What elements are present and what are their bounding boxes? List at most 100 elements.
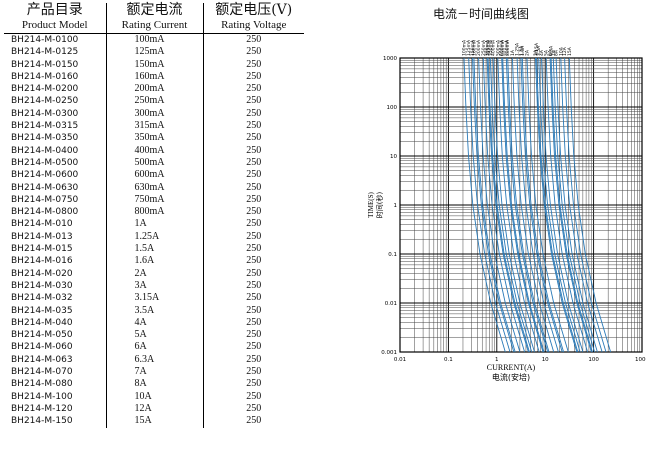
series-label: 125mA [466, 39, 472, 56]
table-row: BH214-M-0200 200mA 250 [4, 83, 304, 96]
table-row: BH214-M-0125 125mA 250 [4, 46, 304, 59]
rating-current-cell: 750mA [105, 193, 203, 207]
table-row: BH214-M-040 4A 250 [4, 316, 304, 330]
product-model-cell: BH214-M-030 [11, 280, 73, 291]
series-label: 5A [544, 49, 550, 56]
series-label: 315mA [486, 39, 492, 56]
product-model-cell: BH214-M-015 [11, 244, 73, 255]
y-tick-label: 0.001 [381, 350, 397, 356]
series-label: 10A [558, 46, 564, 56]
rating-voltage-cell: 250 [202, 329, 304, 342]
rating-voltage-cell: 250 [202, 33, 304, 47]
fuse-curve [486, 57, 529, 353]
rating-voltage-cell: 250 [202, 366, 304, 379]
x-tick-label: 10 [542, 357, 549, 363]
rating-current-cell: 200mA [105, 83, 203, 96]
series-label: 8A [554, 49, 560, 56]
product-model-cell: BH214-M-035 [11, 305, 73, 316]
product-model-cell: BH214-M-0100 [11, 35, 79, 45]
rating-voltage-cell: 250 [202, 279, 304, 293]
fuse-curve [521, 57, 565, 353]
rating-current-cell: 100mA [105, 33, 203, 47]
fuse-curve [507, 57, 550, 353]
fuse-curve [468, 57, 511, 353]
y-tick-label: 1 [394, 203, 398, 209]
fuse-curve [568, 57, 612, 353]
rating-voltage-cell: 250 [202, 46, 304, 59]
table-row: BH214-M-0500 500mA 250 [4, 156, 304, 170]
rating-voltage-cell: 250 [202, 353, 304, 367]
x-tick-label: 100 [588, 357, 599, 363]
rating-current-cell: 3.5A [105, 304, 203, 317]
rating-voltage-cell: 250 [202, 120, 304, 133]
rating-current-cell: 1.5A [105, 243, 203, 256]
fuse-curve [473, 57, 516, 353]
table-row: BH214-M-0400 400mA 250 [4, 144, 304, 157]
rating-voltage-cell: 250 [202, 181, 304, 194]
product-model-cell: BH214-M-050 [11, 330, 73, 341]
fuse-curve [555, 57, 598, 353]
product-model-cell: BH214-M-0800 [11, 207, 79, 218]
series-label: 12A [562, 46, 568, 56]
y-tick-label: 10 [390, 154, 397, 160]
table-row: BH214-M-0315 315mA 250 [4, 120, 304, 133]
x-axis-label-zh: 电流(安培) [492, 372, 530, 382]
table-row: BH214-M-035 3.5A 250 [4, 304, 304, 317]
table-row: BH214-M-0800 800mA 250 [4, 206, 304, 219]
table-row: BH214-M-0100 100mA 250 [4, 33, 304, 47]
table-row: BH214-M-0300 300mA 250 [4, 107, 304, 121]
header-product-model: 产品目录 Product Model [4, 3, 106, 34]
fuse-curve [560, 57, 603, 353]
table-row: BH214-M-0630 630mA 250 [4, 181, 304, 194]
series-label: 800mA [505, 39, 511, 56]
rating-current-cell: 250mA [105, 95, 203, 108]
fuse-curve [487, 57, 530, 353]
rating-current-cell: 150mA [105, 58, 203, 71]
fuse-curve [545, 57, 589, 353]
rating-current-cell: 500mA [105, 156, 203, 170]
rating-voltage-cell: 250 [202, 169, 304, 182]
y-axis-label-zh: 时间(秒) [375, 192, 384, 219]
rating-current-cell: 6.3A [105, 353, 203, 367]
series-label: 160mA [471, 39, 477, 56]
fuse-curve [536, 57, 579, 353]
rating-current-cell: 8A [105, 378, 203, 391]
rating-voltage-cell: 250 [202, 193, 304, 207]
series-label: 400mA [491, 39, 497, 56]
fuse-curve [502, 57, 545, 353]
table-row: BH214-M-0250 250mA 250 [4, 95, 304, 108]
rating-voltage-cell: 250 [202, 83, 304, 96]
series-label: 350mA [488, 39, 494, 56]
fuse-curve [516, 57, 559, 353]
series-label: 3.15A [534, 42, 540, 56]
product-model-cell: BH214-M-0125 [11, 47, 79, 58]
fuse-curve [505, 57, 549, 353]
table-row: BH214-M-016 1.6A 250 [4, 255, 304, 268]
fuse-curve [472, 57, 515, 353]
rating-current-cell: 6A [105, 341, 203, 354]
fuse-curve [489, 57, 533, 353]
series-label: 630mA [500, 39, 506, 56]
product-model-cell: BH214-M-120 [11, 403, 73, 414]
rating-voltage-cell: 250 [202, 255, 304, 268]
fuse-curve [552, 57, 596, 353]
table-row: BH214-M-0600 600mA 250 [4, 169, 304, 182]
rating-current-cell: 300mA [105, 107, 203, 121]
x-tick-label: 1 [495, 357, 499, 363]
rating-current-cell: 1A [105, 218, 203, 231]
fuse-curve [520, 57, 563, 353]
table-row: BH214-M-0350 350mA 250 [4, 132, 304, 145]
rating-current-cell: 315mA [105, 120, 203, 133]
table-row: BH214-M-0150 150mA 250 [4, 58, 304, 71]
product-model-cell: BH214-M-020 [11, 268, 73, 279]
fuse-curve [541, 57, 584, 353]
product-model-cell: BH214-M-032 [11, 293, 73, 304]
table-row: BH214-M-150 15A 250 [4, 415, 304, 428]
fuse-curve [538, 57, 581, 353]
series-label: 500mA [495, 39, 501, 56]
rating-current-cell: 12A [105, 402, 203, 416]
header-en: Rating Voltage [221, 19, 287, 31]
rating-voltage-cell: 250 [202, 378, 304, 391]
y-tick-label: 1000 [383, 56, 397, 62]
